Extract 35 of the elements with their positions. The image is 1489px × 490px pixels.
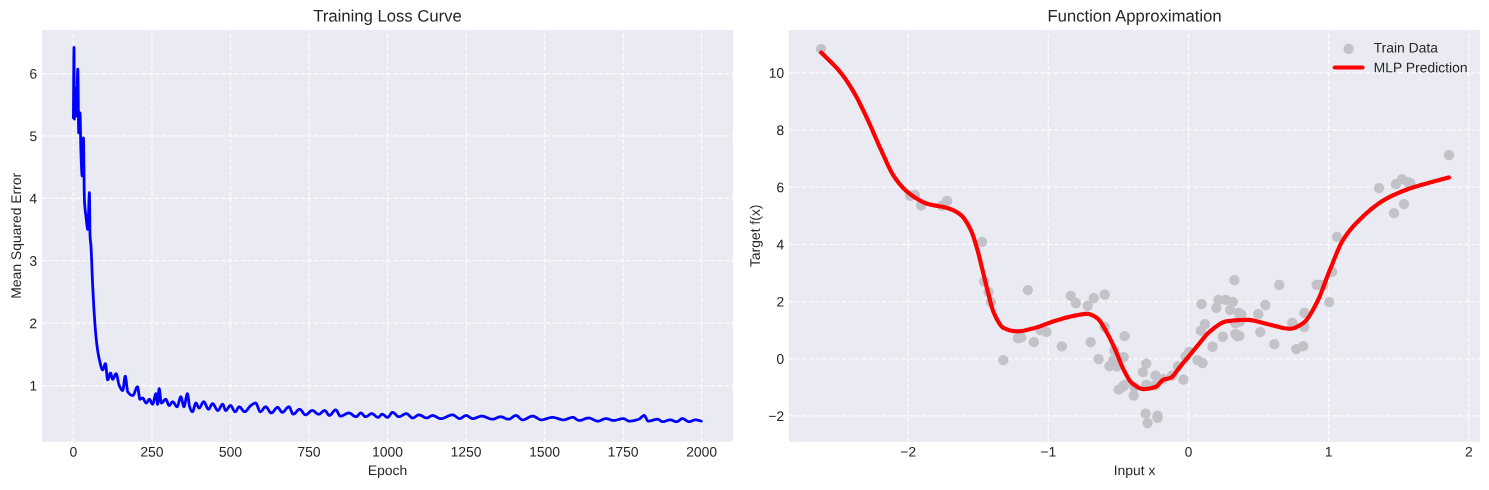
x-axis-title: Epoch [368,465,407,478]
x-tick-label: 0 [1185,446,1192,457]
chart-title: Training Loss Curve [313,9,462,26]
y-tick-label: 1 [30,381,37,391]
y-tick-label: 4 [776,239,784,250]
x-tick-label: −1 [1041,447,1056,457]
y-tick-label: −2 [769,411,784,421]
x-tick-label: 1 [1325,447,1332,457]
y-axis-title: Mean Squared Error [10,173,24,298]
x-tick-label: 1000 [373,446,403,457]
y-tick-label: 0 [776,354,784,364]
x-tick-label: 2 [1465,446,1473,457]
x-axis-title: Input x [1114,465,1156,478]
x-tick-label: 250 [141,446,163,457]
y-tick-label: 2 [777,296,784,307]
x-tick-label: 500 [219,446,242,457]
y-tick-label: 4 [29,193,37,204]
x-tick-label: 1750 [608,446,639,457]
chart-title: Function Approximation [1048,9,1221,26]
legend-label: Train Data [1373,42,1438,53]
x-tick-label: 2000 [686,446,717,457]
y-tick-label: 3 [29,256,37,266]
y-tick-label: 6 [777,182,784,193]
x-tick-label: 750 [298,446,321,457]
x-tick-label: 0 [70,446,77,457]
x-tick-label: 1250 [451,446,481,457]
y-tick-label: 10 [769,68,784,78]
y-axis-title: Target f(x) [749,205,763,267]
y-tick-label: 2 [30,318,37,329]
y-tick-label: 6 [30,68,37,79]
y-tick-label: 8 [777,125,784,136]
legend-label: MLP Prediction [1374,62,1467,73]
x-tick-label: 1500 [530,446,560,457]
x-tick-label: −2 [900,446,916,457]
y-tick-label: 5 [29,131,37,142]
